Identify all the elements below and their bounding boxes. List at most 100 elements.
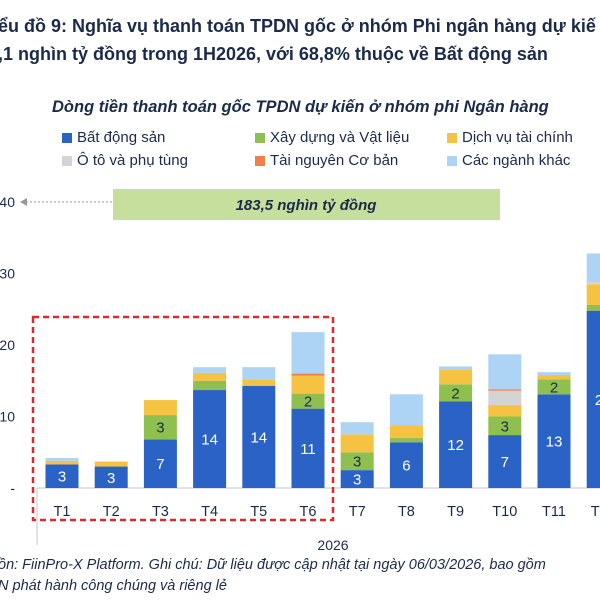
x-tick-label: T6 [300,504,317,520]
bar-segment [45,460,79,465]
bar-segment [340,452,374,471]
chart-title: Dòng tiền thanh toán gốc TPDN dự kiến ở … [52,98,549,116]
x-tick-label: T4 [201,504,218,520]
legend-item: Dịch vụ tài chính [447,129,573,146]
legend-swatch [255,155,265,166]
bar-segment [193,390,227,488]
y-tick-label: 10 [0,409,15,425]
bar-segment [45,464,79,488]
bar-segment [586,310,600,488]
bar-data-label: 3 [353,472,361,489]
legend-item: Xây dựng và Vật liệu [255,129,409,146]
bar-segment [45,457,79,461]
legend-label: Tài nguyên Cơ bản [270,152,399,169]
bar-data-label: 3 [58,469,66,486]
y-tick-label: 30 [0,266,15,282]
bar-segment [586,304,600,311]
bar-segment [193,380,227,391]
bar-data-label: 14 [250,429,267,446]
bar-segment [94,461,128,467]
figure-title-line-2: ,1 nghìn tỷ đồng trong 1H2026, với 68,8%… [0,44,548,64]
bar-data-label: 2 [304,394,312,411]
bar-data-label: 3 [353,454,361,471]
bar-data-label: 3 [107,470,115,487]
x-tick-label: T3 [152,504,169,520]
bar-data-label: 25 [595,392,600,409]
y-tick-label: 40 [0,194,15,210]
bar-segment [537,372,571,376]
bar-data-label: 11 [300,441,316,458]
bar-segment [291,408,325,488]
bar-segment [193,367,227,373]
legend-label: Ô tô và phụ tùng [77,152,188,169]
bar-data-label: 2 [550,379,558,396]
legend-label: Dịch vụ tài chính [462,129,573,146]
source-note-line-2: N phát hành công chúng và riêng lẻ [0,578,227,594]
bar-data-label: 12 [447,437,464,454]
figure-title-line-1: ểu đồ 9: Nghĩa vụ thanh toán TPDN gốc ở … [0,16,596,36]
bar-segment [291,373,325,376]
bar-data-label: 3 [501,418,509,435]
legend-swatch [447,132,457,143]
x-tick-label: T2 [103,504,120,520]
bar-segment [340,434,374,453]
bar-segment [488,416,522,436]
bar-segment [143,415,177,440]
bar-data-label: 7 [501,454,509,471]
legend-swatch [62,155,72,166]
y-tick-label: - [10,480,15,496]
bar-segment [488,405,522,417]
x-tick-label: T10 [492,504,517,520]
bar-segment [242,385,276,488]
x-tick-label: T12 [591,504,600,520]
bar-segment [143,439,177,488]
y-tick-label: 20 [0,337,15,353]
bar-segment [439,366,473,370]
x-axis-label: 2026 [317,537,348,553]
bar-segment [193,372,227,381]
bar-data-label: 3 [156,420,164,437]
bar-segment [389,394,423,426]
bar-segment [439,401,473,488]
x-tick-label: T1 [54,504,71,520]
legend-swatch [255,132,265,143]
bar-data-label: 6 [402,458,410,475]
source-note-line-1: ồn: FiinPro-X Platform. Ghi chú: Dữ liệu… [0,557,546,573]
legend-label: Xây dựng và Vật liệu [270,129,410,146]
bar-segment [488,354,522,390]
bar-segment [537,394,571,488]
bar-segment [488,435,522,488]
bar-segment [291,375,325,394]
bar-segment [586,284,600,305]
x-tick-label: T9 [447,504,464,520]
highlight-box-h1 [31,315,335,522]
bar-data-label: 13 [546,434,563,451]
bar-segment [389,437,423,443]
bar-segment [586,282,600,285]
annotation-arrow-head [20,198,27,206]
bar-segment [439,384,473,402]
bar-segment [586,253,600,283]
annotation-text: 183,5 nghìn tỷ đồng [236,197,377,214]
annotation-banner [113,189,500,220]
legend-swatch [447,155,457,166]
x-tick-label: T11 [542,504,566,520]
bar-segment [439,369,473,385]
bar-data-label: 2 [451,385,459,402]
bar-segment [488,390,522,406]
legend-label: Các ngành khác [462,152,571,169]
bar-segment [242,367,276,381]
legend-item: Tài nguyên Cơ bản [255,152,398,169]
x-tick-label: T8 [398,504,415,520]
bar-segment [242,380,276,386]
bar-data-label: 14 [201,432,218,449]
bar-segment [537,375,571,380]
legend-label: Bất động sản [77,129,166,146]
legend-item: Ô tô và phụ tùng [62,152,188,169]
bar-segment [143,400,177,416]
bar-segment [291,393,325,409]
bar-segment [537,379,571,395]
bar-segment [340,422,374,435]
bar-segment [389,425,423,438]
